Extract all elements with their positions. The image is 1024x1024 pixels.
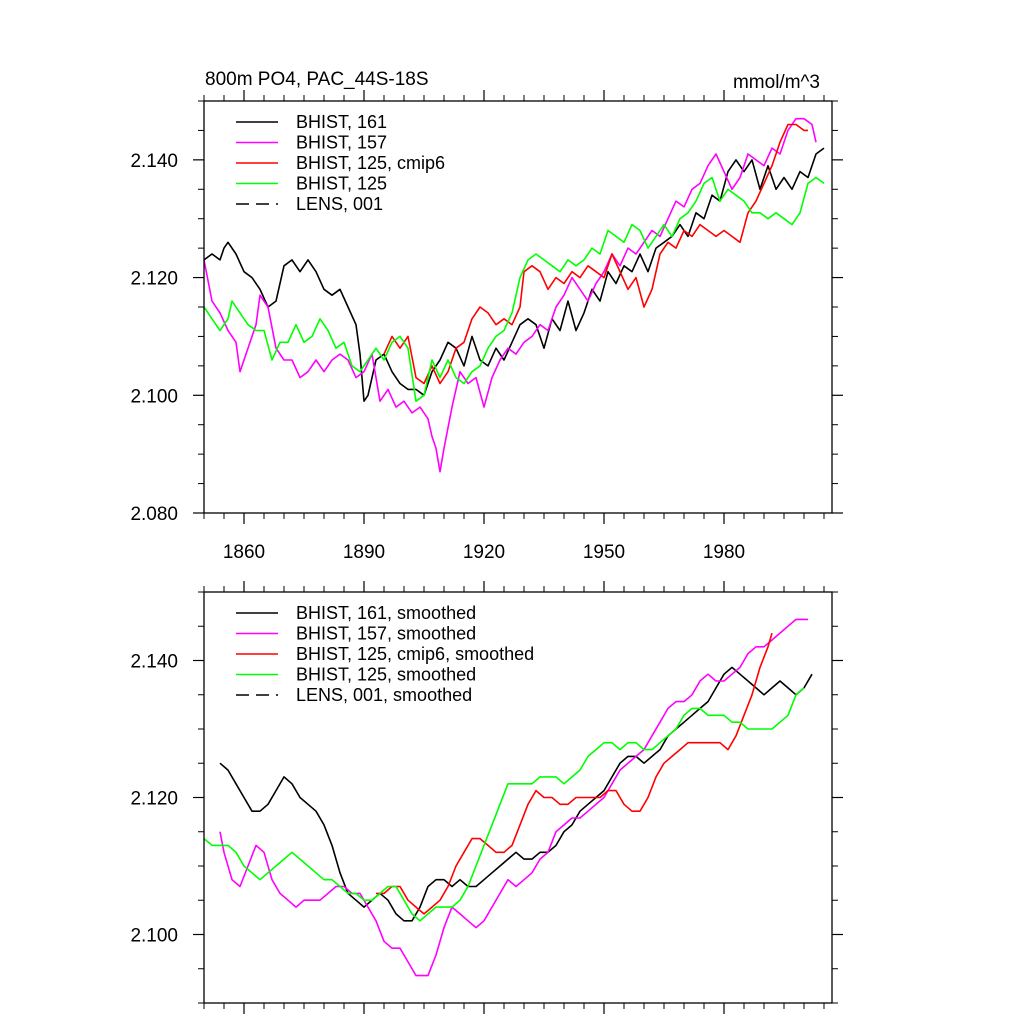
y-tick-label-2.100: 2.100 [130, 386, 178, 407]
panel-top: 800m PO4, PAC_44S-18S mmol/m^3 1860 1890 1… [130, 69, 843, 563]
panel-units: mmol/m^3 [733, 72, 820, 93]
plot-frame [203, 591, 833, 1004]
x-tick-label-1920: 1920 [463, 542, 505, 563]
series-line-bhist-157 [203, 117, 817, 473]
legend-item-lens-001-smoothed: LENS, 001, smoothed [236, 685, 472, 705]
series-line-bhist-125-cmip6 [383, 123, 808, 385]
axes-ticks: 2.100 2.120 2.140 [130, 581, 843, 1014]
legend-label: BHIST, 161 [296, 112, 387, 132]
plot-frame [203, 100, 833, 514]
legend-label: LENS, 001 [296, 194, 383, 214]
legend-label: LENS, 001, smoothed [296, 685, 472, 705]
y-tick-label-2.140: 2.140 [130, 151, 178, 172]
legend-item-bhist-157-smoothed: BHIST, 157, smoothed [236, 624, 476, 644]
series-line-bhist-157-smoothed [219, 618, 808, 977]
legend-label: BHIST, 125, smoothed [296, 665, 476, 685]
panel-title: 800m PO4, PAC_44S-18S [205, 69, 429, 90]
legend-item-bhist-157: BHIST, 157 [236, 133, 387, 153]
x-tick-label-1890: 1890 [343, 542, 385, 563]
x-tick-label-1950: 1950 [583, 542, 625, 563]
y-tick-label-2.120: 2.120 [130, 789, 178, 810]
legend-label: BHIST, 125 [296, 174, 387, 194]
x-tick-label-1860: 1860 [223, 542, 265, 563]
legend-label: BHIST, 161, smoothed [296, 603, 476, 623]
legend-item-bhist-161: BHIST, 161 [236, 112, 387, 132]
legend-item-bhist-161-smoothed: BHIST, 161, smoothed [236, 603, 476, 623]
series-lines [203, 117, 825, 473]
series-line-bhist-125-smoothed [203, 687, 805, 922]
legend-item-bhist-125-cmip6: BHIST, 125, cmip6 [236, 153, 445, 173]
series-lines [203, 618, 813, 977]
legend-item-bhist-125: BHIST, 125 [236, 174, 387, 194]
y-tick-label-2.140: 2.140 [130, 652, 178, 673]
y-tick-label-2.080: 2.080 [130, 504, 178, 525]
axes-ticks: 1860 1890 1920 1950 1980 2.080 2.100 2.120 2.140 [130, 90, 843, 563]
legend-label: BHIST, 125, cmip6, smoothed [296, 644, 534, 664]
y-tick-label-2.100: 2.100 [130, 926, 178, 947]
series-line-bhist-161 [203, 147, 825, 402]
legend-label: BHIST, 157 [296, 133, 387, 153]
legend-label: BHIST, 157, smoothed [296, 624, 476, 644]
series-line-bhist-125 [203, 176, 825, 402]
x-tick-label-1980: 1980 [703, 542, 745, 563]
series-line-bhist-125-cmip6-smoothed [376, 632, 773, 915]
legend-item-bhist-125-cmip6-smoothed: BHIST, 125, cmip6, smoothed [236, 644, 534, 664]
legend-item-bhist-125-smoothed: BHIST, 125, smoothed [236, 665, 476, 685]
legend-label: BHIST, 125, cmip6 [296, 153, 445, 173]
y-tick-label-2.120: 2.120 [130, 269, 178, 290]
legend-item-lens-001: LENS, 001 [236, 194, 383, 214]
series-line-bhist-161-smoothed [219, 666, 813, 922]
